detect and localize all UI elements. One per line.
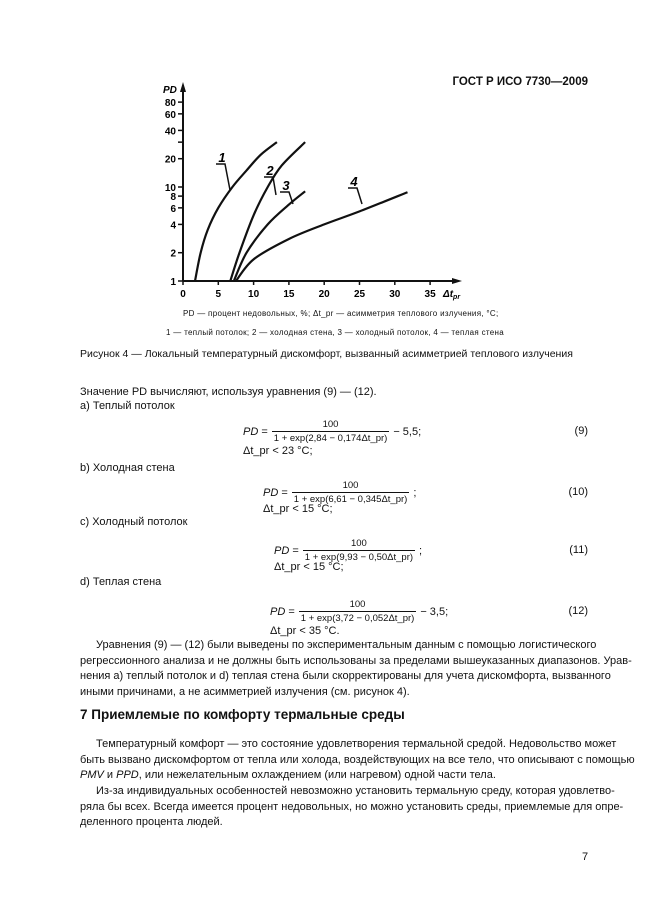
text-line: быть вызвано дискомфортом от тепла или х… [80,754,635,766]
case-label: b) Холодная стена [80,462,175,474]
curve-leader-4 [348,187,363,205]
y-tick-label: 1 [170,277,176,288]
text-line: Из-за индивидуальных особенностей невозм… [96,785,615,797]
equation-tail: − 3,5; [420,605,449,618]
x-tick-label: 15 [283,289,295,300]
y-axis-arrow [180,82,186,92]
text-line: регрессионного анализа и не должны быть … [80,655,632,667]
equation-number: (11) [569,544,588,556]
curve-label-1: 1 [218,150,225,165]
curve-4 [235,191,408,282]
fraction-numerator: 100 [349,599,366,610]
equation-number: (9) [574,425,588,437]
case-label: d) Теплая стена [80,576,162,588]
fraction-denominator: 1 + exp(9,93 − 0,50Δt_pr) [302,550,416,563]
y-tick-label: 40 [165,126,177,137]
curve-leader-3 [280,191,294,205]
y-tick-label: 8 [170,192,176,203]
equation-lhs: PD = [270,605,295,618]
equation-limit: Δt_pr < 23 °С; [243,445,313,457]
y-tick-label: 80 [165,98,177,109]
figure-legend-line-2: 1 — теплый потолок; 2 — холодная стена, … [166,328,504,337]
figure-legend-line-1: PD — процент недовольных, %; Δt_pr — аси… [183,309,499,318]
equation-tail: ; [419,544,423,557]
fraction-denominator: 1 + exp(2,84 − 0,174Δt_pr) [271,431,390,444]
text-line: PMV и PPD, или нежелательным охлаждением… [80,769,496,781]
intro-text: Значение PD вычисляют, используя уравнен… [80,386,377,398]
text-line: Температурный комфорт — это состояние уд… [96,738,617,750]
curve-label-3: 3 [282,178,290,193]
equation-lhs: PD = [274,544,299,557]
curve-leader-2 [264,176,277,196]
equation: PD = 100 1 + exp(2,84 − 0,174Δt_pr) − 5,… [243,419,421,444]
y-tick-label: 20 [165,155,177,166]
section-heading: 7 Приемлемые по комфорту термальные сред… [80,707,405,722]
x-tick-label: 25 [354,289,366,300]
x-tick-label: 5 [216,289,222,300]
equation-fraction: 100 1 + exp(3,72 − 0,052Δt_pr) [298,599,417,624]
y-axis-label: PD [163,85,177,96]
equation-fraction: 100 1 + exp(6,61 − 0,345Δt_pr) [291,480,410,505]
equation: PD = 100 1 + exp(6,61 − 0,345Δt_pr) ; [263,480,416,505]
equation-lhs: PD = [243,425,268,438]
y-tick-label: 10 [165,183,177,194]
curve-label-4: 4 [349,174,358,189]
equation-fraction: 100 1 + exp(2,84 − 0,174Δt_pr) [271,419,390,444]
text-line: деленного процента людей. [80,816,223,828]
text-line: иными причинами, а не асимметрией излуче… [80,686,410,698]
case-label: c) Холодный потолок [80,516,188,528]
fraction-numerator: 100 [350,538,367,549]
equation-limit: Δt_pr < 15 °С; [274,561,344,573]
page-number: 7 [582,851,589,863]
equation: PD = 100 1 + exp(9,93 − 0,50Δt_pr) ; [274,538,422,563]
x-tick-label: 0 [180,289,186,300]
equation-tail: − 5,5; [393,425,422,438]
fraction-numerator: 100 [342,480,359,491]
text-line: нения а) теплый потолок и d) теплая стен… [80,670,611,682]
figure-caption: Рисунок 4 — Локальный температурный диск… [80,348,573,360]
equation-limit: Δt_pr < 35 °С. [270,625,340,637]
curve-leader-1 [216,163,231,191]
y-tick-label: 60 [165,110,177,121]
y-tick-label: 6 [170,204,176,215]
equation-lhs: PD = [263,486,288,499]
equation: PD = 100 1 + exp(3,72 − 0,052Δt_pr) − 3,… [270,599,448,624]
x-axis-arrow [452,278,462,284]
curve-2 [229,141,306,282]
text-line: ряла бы всех. Всегда имеется процент нед… [80,801,624,813]
x-tick-label: 20 [319,289,331,300]
equation-limit: Δt_pr < 15 °С; [263,503,333,515]
curve-label-2: 2 [265,163,274,178]
fraction-numerator: 100 [322,419,339,430]
x-tick-label: 35 [425,289,437,300]
fraction-denominator: 1 + exp(6,61 − 0,345Δt_pr) [291,492,410,505]
x-tick-label: 10 [248,289,260,300]
case-label: a) Теплый потолок [80,400,175,412]
y-tick-label: 4 [170,220,176,231]
equation-number: (12) [568,605,588,617]
x-axis-label: Δtpr [442,289,461,301]
document-header: ГОСТ Р ИСО 7730—2009 [452,76,588,88]
fraction-denominator: 1 + exp(3,72 − 0,052Δt_pr) [298,611,417,624]
equation-tail: ; [413,486,417,499]
curve-3 [232,190,306,282]
y-tick-label: 2 [170,249,176,260]
text-line: Уравнения (9) — (12) были выведены по эк… [96,639,597,651]
x-tick-label: 30 [389,289,401,300]
equation-number: (10) [568,486,588,498]
equation-fraction: 100 1 + exp(9,93 − 0,50Δt_pr) [302,538,416,563]
curve-1 [193,141,278,282]
